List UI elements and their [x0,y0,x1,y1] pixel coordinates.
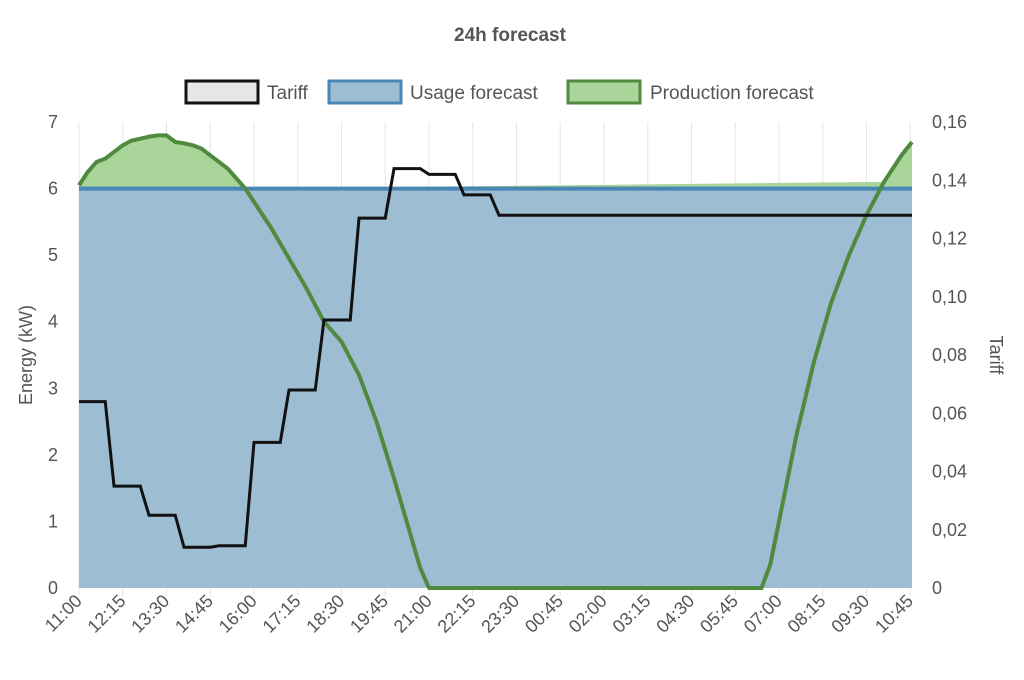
production-forecast-line[interactable] [77,133,914,590]
y-tick-label: 1 [48,511,58,531]
x-tick-label: 03:15 [609,591,655,637]
legend-swatch-tariff[interactable] [184,79,260,105]
y-tick-label: 7 [48,112,58,132]
x-tick-label: 09:30 [827,591,873,637]
y-tick-label: 4 [48,312,58,332]
x-tick-label: 04:30 [652,591,698,637]
x-tick-label: 17:15 [259,591,305,637]
x-tick-label: 22:15 [434,591,480,637]
x-tick-label: 19:45 [346,591,392,637]
x-tick-label: 02:00 [565,591,611,637]
x-tick-label: 05:45 [696,591,742,637]
y2-tick-label: 0,06 [932,403,967,423]
legend-swatch-production[interactable] [566,79,642,105]
legend-label-tariff[interactable]: Tariff [267,83,309,104]
y-tick-label: 3 [48,378,58,398]
y-tick-label: 2 [48,445,58,465]
y-axis-label: Energy (kW) [16,305,36,405]
x-tick-label: 23:30 [477,591,523,637]
x-tick-label: 12:15 [84,591,130,637]
y2-tick-label: 0,04 [932,462,967,482]
usage-forecast-area [79,188,912,589]
y2-tick-label: 0 [932,578,942,598]
y2-tick-label: 0,08 [932,345,967,365]
y2-tick-label: 0,16 [932,112,967,132]
y-tick-label: 6 [48,179,58,199]
y2-axis-label: Tariff [986,336,1006,376]
y-tick-label: 5 [48,245,58,265]
production-forecast-area [79,135,912,189]
y2-tick-label: 0,12 [932,229,967,249]
y2-tick-label: 0,14 [932,170,967,190]
x-tick-label: 00:45 [521,591,567,637]
x-tick-label: 21:00 [390,591,436,637]
y2-tick-label: 0,10 [932,287,967,307]
tariff-line[interactable] [79,167,912,549]
x-tick-label: 07:00 [740,591,786,637]
plot-area [77,133,914,590]
y-tick-label: 0 [48,578,58,598]
y2-tick-label: 0,02 [932,520,967,540]
legend: Tariff Usage forecast Production forecas… [184,79,814,105]
legend-label-production[interactable]: Production forecast [650,83,814,104]
x-tick-label: 18:30 [302,591,348,637]
x-tick-label: 16:00 [215,591,261,637]
chart-title: 24h forecast [454,25,567,46]
legend-label-usage[interactable]: Usage forecast [410,83,539,104]
x-tick-label: 10:45 [871,591,917,637]
x-tick-label: 13:30 [127,591,173,637]
x-tick-label: 14:45 [171,591,217,637]
legend-swatch-usage[interactable] [327,79,403,105]
x-tick-label: 08:15 [784,591,830,637]
